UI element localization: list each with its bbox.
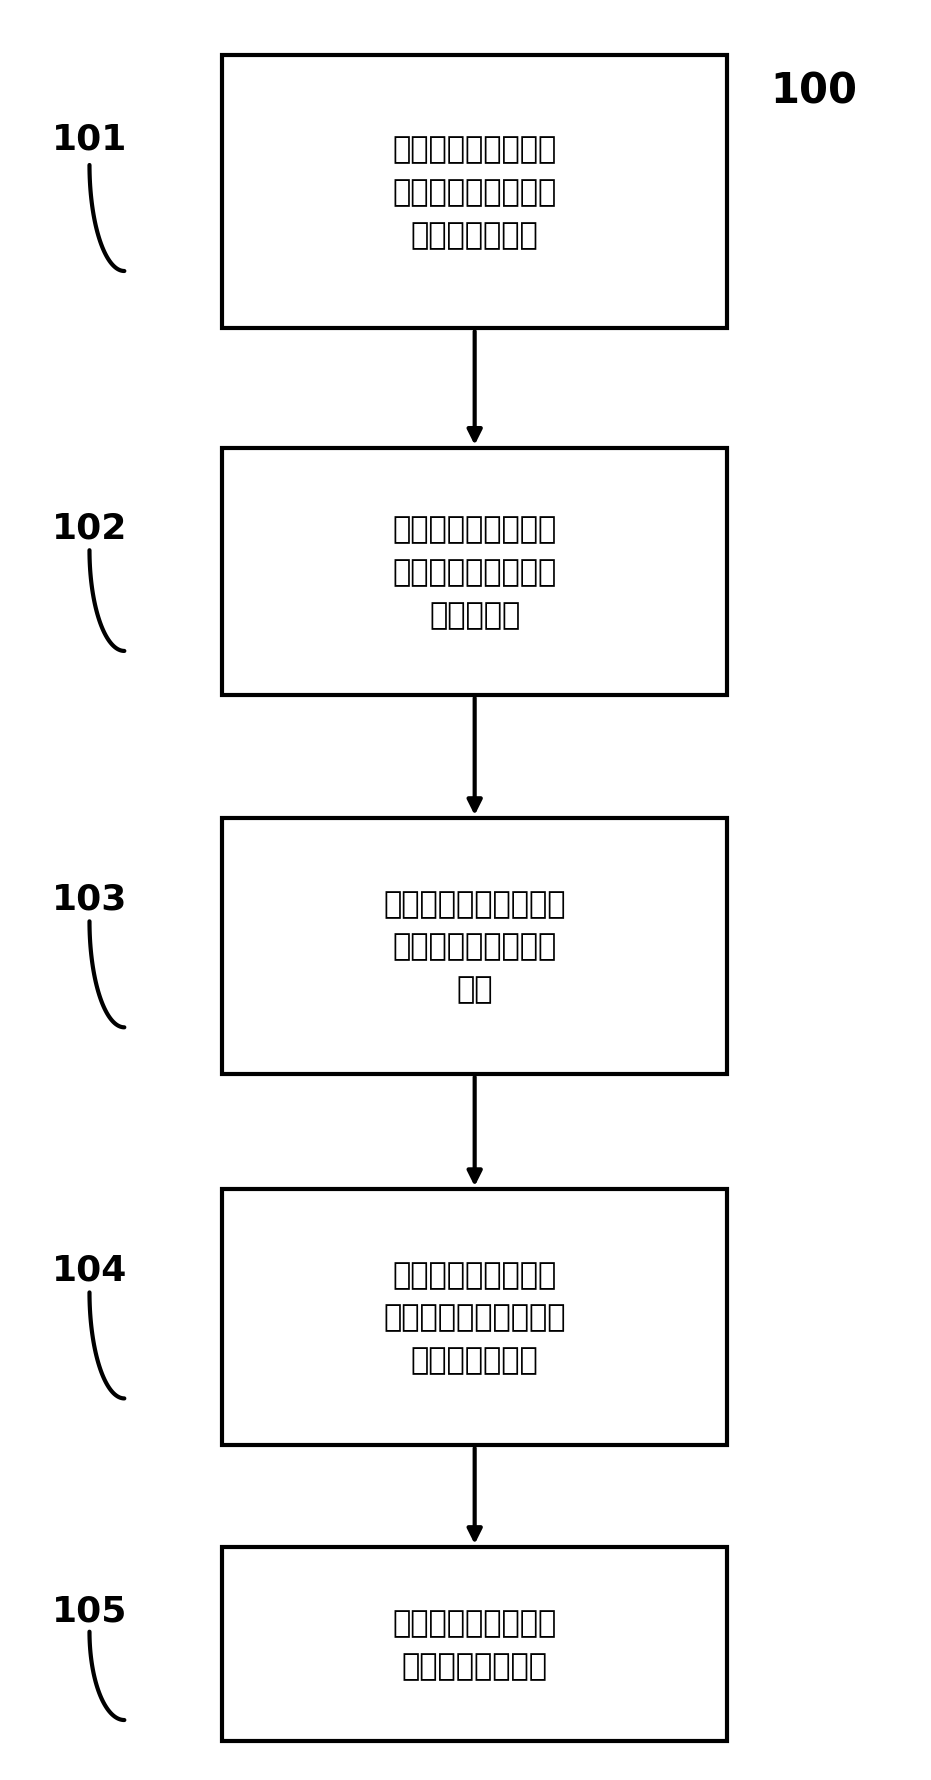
FancyBboxPatch shape — [223, 1547, 727, 1741]
Text: 101: 101 — [52, 123, 128, 157]
Text: 检测运动视频的感兴
趣点，并提取该感兴
趣点的运动强度: 检测运动视频的感兴 趣点，并提取该感兴 趣点的运动强度 — [393, 135, 557, 249]
Text: 105: 105 — [52, 1593, 128, 1627]
Text: 利用跨视角度量方法
进行目标视角分类: 利用跨视角度量方法 进行目标视角分类 — [393, 1609, 557, 1680]
FancyBboxPatch shape — [223, 819, 727, 1075]
Text: 构建粗粒度的类别，对
目标视角进行粗粒度
分类: 构建粗粒度的类别，对 目标视角进行粗粒度 分类 — [384, 890, 566, 1004]
Text: 104: 104 — [52, 1253, 128, 1287]
FancyBboxPatch shape — [223, 1189, 727, 1445]
FancyBboxPatch shape — [223, 55, 727, 329]
Text: 将运动强度进行时序
累积得到该运动视频
的特征描述: 将运动强度进行时序 累积得到该运动视频 的特征描述 — [393, 514, 557, 630]
Text: 102: 102 — [52, 511, 128, 545]
Text: 100: 100 — [771, 71, 857, 112]
FancyBboxPatch shape — [223, 449, 727, 696]
Text: 103: 103 — [52, 881, 128, 917]
Text: 利用粗粒度标注信息
进行度量学习，得到跨
视角的度量方法: 利用粗粒度标注信息 进行度量学习，得到跨 视角的度量方法 — [384, 1260, 566, 1374]
